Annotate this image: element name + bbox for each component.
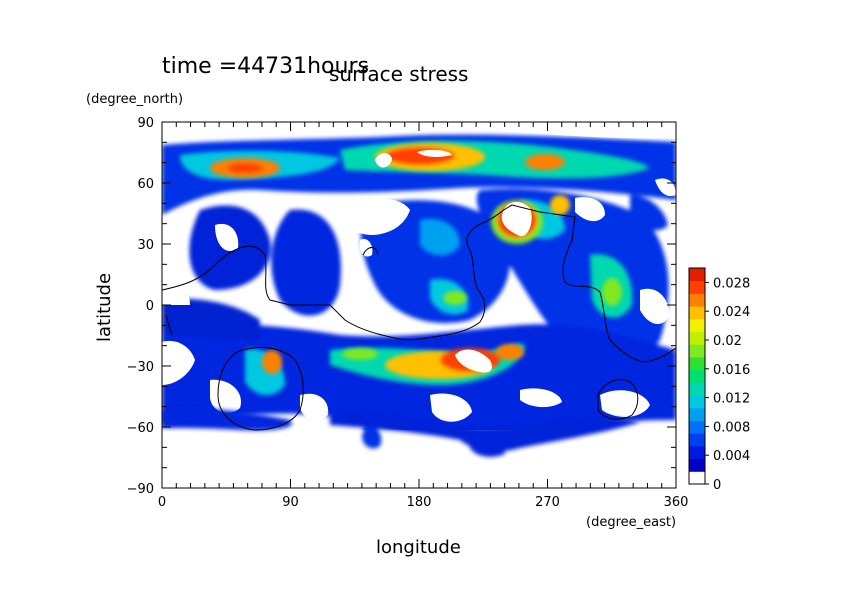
y-tick-label: −90: [127, 482, 154, 497]
colorbar-segment: [689, 293, 705, 307]
colorbar-segment: [689, 280, 705, 294]
colorbar-frame: [688, 267, 706, 485]
x-units: (degree_east): [586, 515, 676, 530]
stress-field: [162, 122, 676, 488]
x-axis-label: longitude: [376, 537, 461, 558]
high-values: [210, 143, 622, 379]
southern-patches: [162, 408, 640, 457]
x-tick-label: 90: [282, 495, 299, 510]
colorbar-segment: [689, 407, 705, 421]
chart-title: surface stress: [329, 62, 468, 86]
colorbar-tick-label: 0.012: [713, 392, 750, 407]
colorbar-segment: [689, 356, 705, 371]
y-tick-label: −60: [127, 421, 154, 436]
colorbar-segment: [689, 268, 705, 282]
y-tick-label: 30: [137, 238, 154, 253]
y-tick-label: 0: [146, 299, 154, 314]
y-tick-label: −30: [127, 360, 154, 375]
colorbar-segment: [689, 433, 705, 447]
time-label: time =44731hours: [162, 54, 369, 79]
x-tick-label: 0: [158, 495, 166, 510]
colorbar-segment: [689, 471, 705, 485]
colorbar: 0 0.004 0.008 0.012 0.016 0.02 0.024 0.028: [688, 267, 750, 493]
y-tick-label: 60: [137, 177, 154, 192]
colorbar-segment: [689, 306, 705, 320]
coastlines: [162, 204, 676, 431]
colorbar-tick-label: 0.004: [713, 449, 750, 464]
y-units: (degree_north): [86, 92, 183, 107]
colorbar-segment: [689, 420, 705, 434]
colorbar-segment: [689, 344, 705, 358]
colorbar-tick-label: 0.024: [713, 305, 750, 320]
y-tick-label: 90: [137, 116, 154, 131]
colorbar-segment: [689, 395, 705, 409]
colorbar-segment: [689, 318, 705, 333]
colorbar-segment: [689, 331, 705, 345]
base-field: [162, 134, 676, 460]
colorbar-segment: [689, 458, 705, 472]
colorbar-tick-label: 0.028: [713, 276, 750, 291]
colorbar-tick-label: 0.008: [713, 420, 750, 435]
colorbar-segment: [689, 369, 705, 383]
colorbar-tick-label: 0.02: [713, 334, 742, 349]
y-axis-label: latitude: [94, 273, 115, 342]
axes: 0 90 180 270 360 90 60 30 0 −30 −60 −90: [127, 116, 689, 510]
colorbar-segment: [689, 382, 705, 396]
x-tick-label: 360: [664, 495, 689, 510]
colorbar-segment: [689, 445, 705, 460]
x-tick-label: 180: [407, 495, 432, 510]
colorbar-tick-label: 0: [713, 478, 721, 493]
x-tick-label: 270: [535, 495, 560, 510]
peak-cores: [375, 149, 532, 373]
colorbar-tick-label: 0.016: [713, 363, 750, 378]
